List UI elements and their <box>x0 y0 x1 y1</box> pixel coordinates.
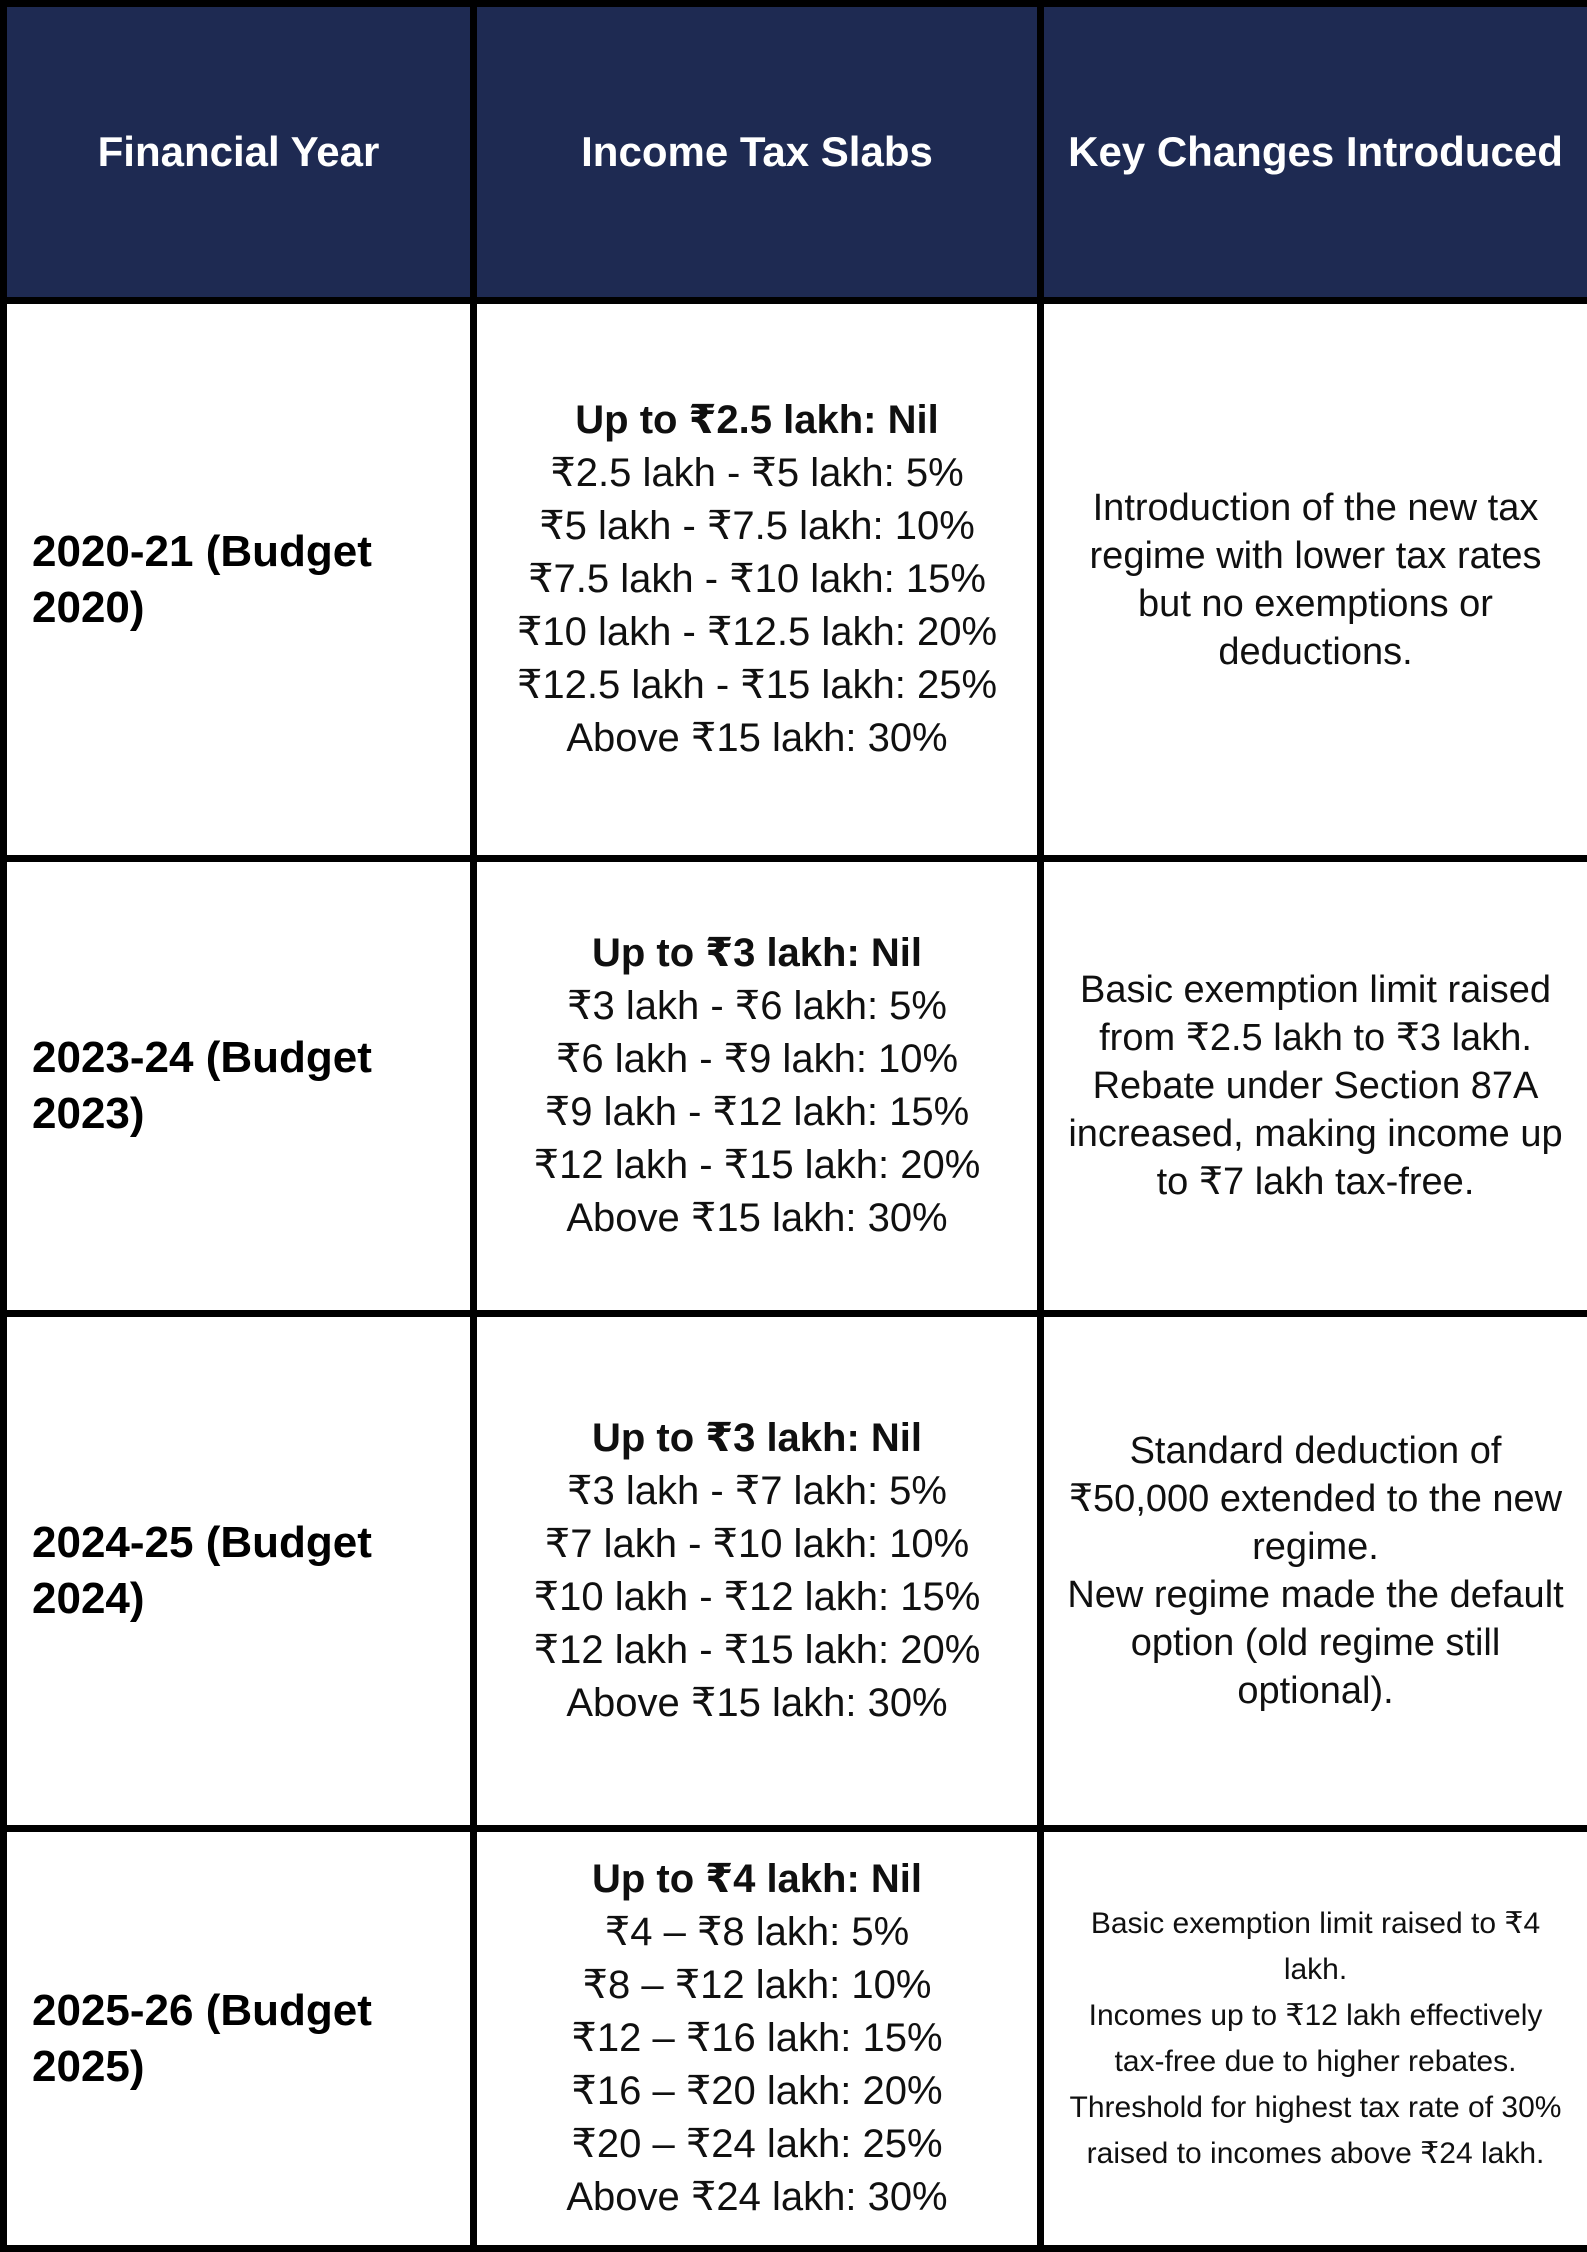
slab-line: Above ₹15 lakh: 30% <box>487 712 1027 765</box>
slab-line: ₹20 – ₹24 lakh: 25% <box>487 2118 1027 2171</box>
table-row-2020-21: 2020-21 (Budget 2020) Up to ₹2.5 lakh: N… <box>4 301 1587 859</box>
slab-line: ₹4 – ₹8 lakh: 5% <box>487 1906 1027 1959</box>
column-header-financial-year: Financial Year <box>4 4 474 301</box>
slab-line: Up to ₹2.5 lakh: Nil <box>487 394 1027 447</box>
slab-line: ₹6 lakh - ₹9 lakh: 10% <box>487 1033 1027 1086</box>
table-row-2023-24: 2023-24 (Budget 2023) Up to ₹3 lakh: Nil… <box>4 859 1587 1314</box>
change-paragraph: New regime made the default option (old … <box>1062 1571 1569 1715</box>
cell-financial-year: 2025-26 (Budget 2025) <box>4 1829 474 2249</box>
change-paragraph: Rebate under Section 87A increased, maki… <box>1062 1062 1569 1206</box>
slab-line: Above ₹15 lakh: 30% <box>487 1192 1027 1245</box>
cell-financial-year: 2024-25 (Budget 2024) <box>4 1314 474 1829</box>
slab-line: ₹12.5 lakh - ₹15 lakh: 25% <box>487 659 1027 712</box>
slab-line: ₹2.5 lakh - ₹5 lakh: 5% <box>487 447 1027 500</box>
slab-line: ₹12 lakh - ₹15 lakh: 20% <box>487 1624 1027 1677</box>
change-paragraph: Standard deduction of ₹50,000 extended t… <box>1062 1427 1569 1571</box>
slab-line: ₹8 – ₹12 lakh: 10% <box>487 1959 1027 2012</box>
header-row: Financial Year Income Tax Slabs Key Chan… <box>4 4 1587 301</box>
change-paragraph: Basic exemption limit raised from ₹2.5 l… <box>1062 966 1569 1062</box>
slab-line: Up to ₹3 lakh: Nil <box>487 927 1027 980</box>
slab-line: ₹12 lakh - ₹15 lakh: 20% <box>487 1139 1027 1192</box>
change-paragraph: Threshold for highest tax rate of 30% ra… <box>1062 2085 1569 2177</box>
slab-line: ₹7 lakh - ₹10 lakh: 10% <box>487 1518 1027 1571</box>
slab-line: ₹3 lakh - ₹6 lakh: 5% <box>487 980 1027 1033</box>
cell-income-tax-slabs: Up to ₹2.5 lakh: Nil₹2.5 lakh - ₹5 lakh:… <box>474 301 1041 859</box>
slab-line: ₹3 lakh - ₹7 lakh: 5% <box>487 1465 1027 1518</box>
change-paragraph: Introduction of the new tax regime with … <box>1062 484 1569 676</box>
slab-line: ₹7.5 lakh - ₹10 lakh: 15% <box>487 553 1027 606</box>
slab-line: ₹9 lakh - ₹12 lakh: 15% <box>487 1086 1027 1139</box>
slab-line: ₹10 lakh - ₹12 lakh: 15% <box>487 1571 1027 1624</box>
slab-line: Above ₹24 lakh: 30% <box>487 2171 1027 2224</box>
slab-line: Above ₹15 lakh: 30% <box>487 1677 1027 1730</box>
change-paragraph: Basic exemption limit raised to ₹4 lakh. <box>1062 1901 1569 1993</box>
cell-key-changes: Basic exemption limit raised to ₹4 lakh.… <box>1041 1829 1587 2249</box>
slab-line: ₹16 – ₹20 lakh: 20% <box>487 2065 1027 2118</box>
slab-line: ₹12 – ₹16 lakh: 15% <box>487 2012 1027 2065</box>
table-row-2025-26: 2025-26 (Budget 2025) Up to ₹4 lakh: Nil… <box>4 1829 1587 2249</box>
cell-income-tax-slabs: Up to ₹4 lakh: Nil₹4 – ₹8 lakh: 5%₹8 – ₹… <box>474 1829 1041 2249</box>
cell-financial-year: 2023-24 (Budget 2023) <box>4 859 474 1314</box>
slab-line: Up to ₹3 lakh: Nil <box>487 1412 1027 1465</box>
change-paragraph: Incomes up to ₹12 lakh effectively tax-f… <box>1062 1993 1569 2085</box>
slab-line: Up to ₹4 lakh: Nil <box>487 1853 1027 1906</box>
cell-income-tax-slabs: Up to ₹3 lakh: Nil₹3 lakh - ₹6 lakh: 5%₹… <box>474 859 1041 1314</box>
cell-key-changes: Basic exemption limit raised from ₹2.5 l… <box>1041 859 1587 1314</box>
cell-key-changes: Introduction of the new tax regime with … <box>1041 301 1587 859</box>
cell-income-tax-slabs: Up to ₹3 lakh: Nil₹3 lakh - ₹7 lakh: 5%₹… <box>474 1314 1041 1829</box>
cell-key-changes: Standard deduction of ₹50,000 extended t… <box>1041 1314 1587 1829</box>
slab-line: ₹10 lakh - ₹12.5 lakh: 20% <box>487 606 1027 659</box>
slab-line: ₹5 lakh - ₹7.5 lakh: 10% <box>487 500 1027 553</box>
cell-financial-year: 2020-21 (Budget 2020) <box>4 301 474 859</box>
column-header-key-changes: Key Changes Introduced <box>1041 4 1587 301</box>
column-header-income-tax-slabs: Income Tax Slabs <box>474 4 1041 301</box>
table-row-2024-25: 2024-25 (Budget 2024) Up to ₹3 lakh: Nil… <box>4 1314 1587 1829</box>
